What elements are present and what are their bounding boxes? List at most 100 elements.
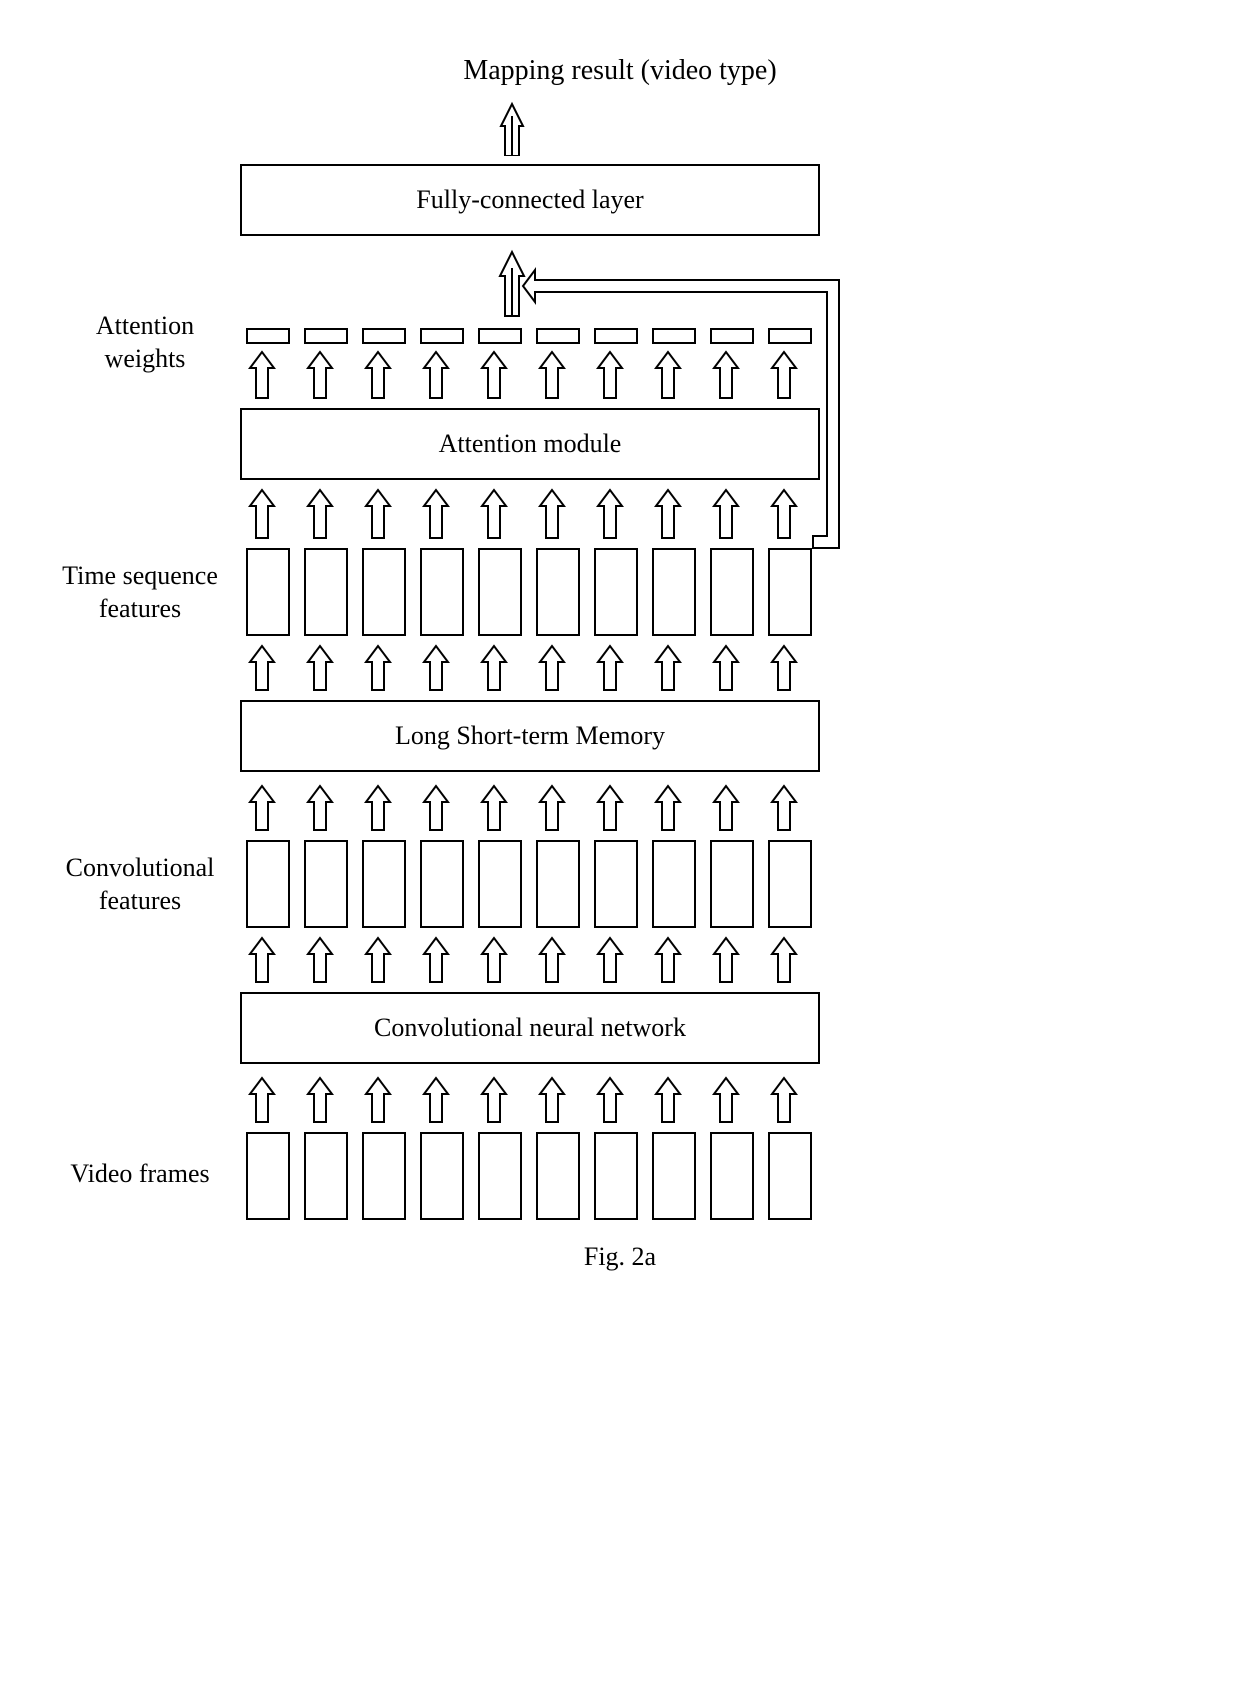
up-arrow-icon — [654, 784, 682, 832]
conv-box — [304, 840, 348, 928]
side-label-video-frames: Video frames — [50, 1158, 230, 1191]
side-label-convolutional: Convolutionalfeatures — [50, 852, 230, 917]
up-arrow-icon — [654, 1076, 682, 1124]
up-arrow-icon — [770, 936, 798, 984]
up-arrow-icon — [306, 936, 334, 984]
up-arrow-icon — [712, 936, 740, 984]
up-arrow-icon — [422, 784, 450, 832]
time-seq-box — [478, 548, 522, 636]
up-arrow-icon — [712, 644, 740, 692]
up-arrow-icon — [422, 936, 450, 984]
video-frame-box — [362, 1132, 406, 1220]
up-arrow-icon — [306, 488, 334, 540]
up-arrow-icon — [712, 1076, 740, 1124]
up-arrow-icon — [770, 350, 798, 400]
up-arrow-icon — [538, 784, 566, 832]
time-seq-box — [246, 548, 290, 636]
up-arrow-icon — [306, 350, 334, 400]
diagram-page: Mapping result (video type) Fully-connec… — [0, 0, 1240, 1685]
up-arrow-icon — [306, 784, 334, 832]
cnn-layer: Convolutional neural network — [240, 992, 820, 1064]
up-arrow-icon — [364, 350, 392, 400]
attn-wt-box — [304, 328, 348, 344]
attn-wt-box — [536, 328, 580, 344]
video-frame-box — [304, 1132, 348, 1220]
up-arrow-icon — [538, 488, 566, 540]
conv-box — [768, 840, 812, 928]
conv-box — [246, 840, 290, 928]
conv-box — [420, 840, 464, 928]
conv-box — [710, 840, 754, 928]
up-arrow-icon — [248, 644, 276, 692]
up-arrow-icon — [770, 1076, 798, 1124]
up-arrow-icon — [480, 1076, 508, 1124]
figure-caption: Fig. 2a — [0, 1242, 1240, 1272]
up-arrow-icon — [654, 936, 682, 984]
lstm-layer: Long Short-term Memory — [240, 700, 820, 772]
up-arrow-icon — [480, 488, 508, 540]
up-arrow-icon — [654, 488, 682, 540]
up-arrow-icon — [712, 784, 740, 832]
time-seq-box — [768, 548, 812, 636]
video-frame-box — [652, 1132, 696, 1220]
up-arrow-icon — [422, 1076, 450, 1124]
up-arrow-icon — [770, 784, 798, 832]
up-arrow-icon — [422, 488, 450, 540]
up-arrow-icon — [538, 644, 566, 692]
fully-connected-label: Fully-connected layer — [416, 185, 643, 215]
video-frame-box — [420, 1132, 464, 1220]
up-arrow-icon — [248, 488, 276, 540]
attn-wt-box — [768, 328, 812, 344]
up-arrow-icon — [654, 644, 682, 692]
time-seq-box — [536, 548, 580, 636]
up-arrow-icon — [422, 644, 450, 692]
up-arrow-icon — [712, 488, 740, 540]
up-arrow-icon — [596, 644, 624, 692]
attn-wt-box — [594, 328, 638, 344]
conv-box — [536, 840, 580, 928]
up-arrow-icon — [306, 644, 334, 692]
up-arrow-icon — [596, 936, 624, 984]
up-arrow-icon — [538, 1076, 566, 1124]
time-seq-box — [362, 548, 406, 636]
up-arrow-icon — [538, 350, 566, 400]
top-output-arrow — [497, 100, 527, 156]
time-seq-box — [710, 548, 754, 636]
up-arrow-icon — [712, 350, 740, 400]
attn-wt-box — [478, 328, 522, 344]
up-arrow-icon — [480, 784, 508, 832]
up-arrow-icon — [596, 350, 624, 400]
video-frame-box — [710, 1132, 754, 1220]
up-arrow-icon — [596, 1076, 624, 1124]
up-arrow-icon — [364, 1076, 392, 1124]
attention-module: Attention module — [240, 408, 820, 480]
up-arrow-icon — [364, 488, 392, 540]
up-arrow-icon — [480, 350, 508, 400]
attn-wt-box — [362, 328, 406, 344]
up-arrow-icon — [364, 784, 392, 832]
video-frame-box — [594, 1132, 638, 1220]
conv-box — [652, 840, 696, 928]
cnn-label: Convolutional neural network — [374, 1013, 686, 1043]
side-label-time-sequence: Time sequencefeatures — [50, 560, 230, 625]
up-arrow-icon — [248, 1076, 276, 1124]
time-seq-box — [594, 548, 638, 636]
up-arrow-icon — [538, 936, 566, 984]
up-arrow-icon — [364, 936, 392, 984]
attn-wt-box — [246, 328, 290, 344]
attention-module-label: Attention module — [439, 429, 622, 459]
up-arrow-icon — [248, 936, 276, 984]
conv-box — [594, 840, 638, 928]
up-arrow-icon — [364, 644, 392, 692]
fully-connected-layer: Fully-connected layer — [240, 164, 820, 236]
lstm-label: Long Short-term Memory — [395, 721, 665, 751]
video-frame-box — [536, 1132, 580, 1220]
up-arrow-icon — [654, 350, 682, 400]
conv-box — [478, 840, 522, 928]
video-frame-box — [768, 1132, 812, 1220]
time-seq-box — [420, 548, 464, 636]
up-arrow-icon — [480, 644, 508, 692]
up-arrow-icon — [596, 488, 624, 540]
up-arrow-icon — [596, 784, 624, 832]
conv-box — [362, 840, 406, 928]
